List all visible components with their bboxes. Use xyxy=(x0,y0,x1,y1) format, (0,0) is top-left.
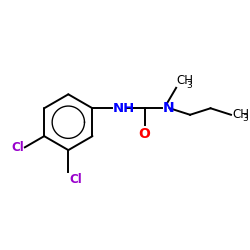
Text: CH: CH xyxy=(176,74,193,87)
Text: 3: 3 xyxy=(242,114,248,123)
Text: N: N xyxy=(163,101,175,115)
Text: 3: 3 xyxy=(186,81,192,90)
Text: CH: CH xyxy=(232,108,249,121)
Text: O: O xyxy=(138,127,150,141)
Text: Cl: Cl xyxy=(11,141,24,154)
Text: Cl: Cl xyxy=(69,173,82,186)
Text: NH: NH xyxy=(113,102,135,115)
